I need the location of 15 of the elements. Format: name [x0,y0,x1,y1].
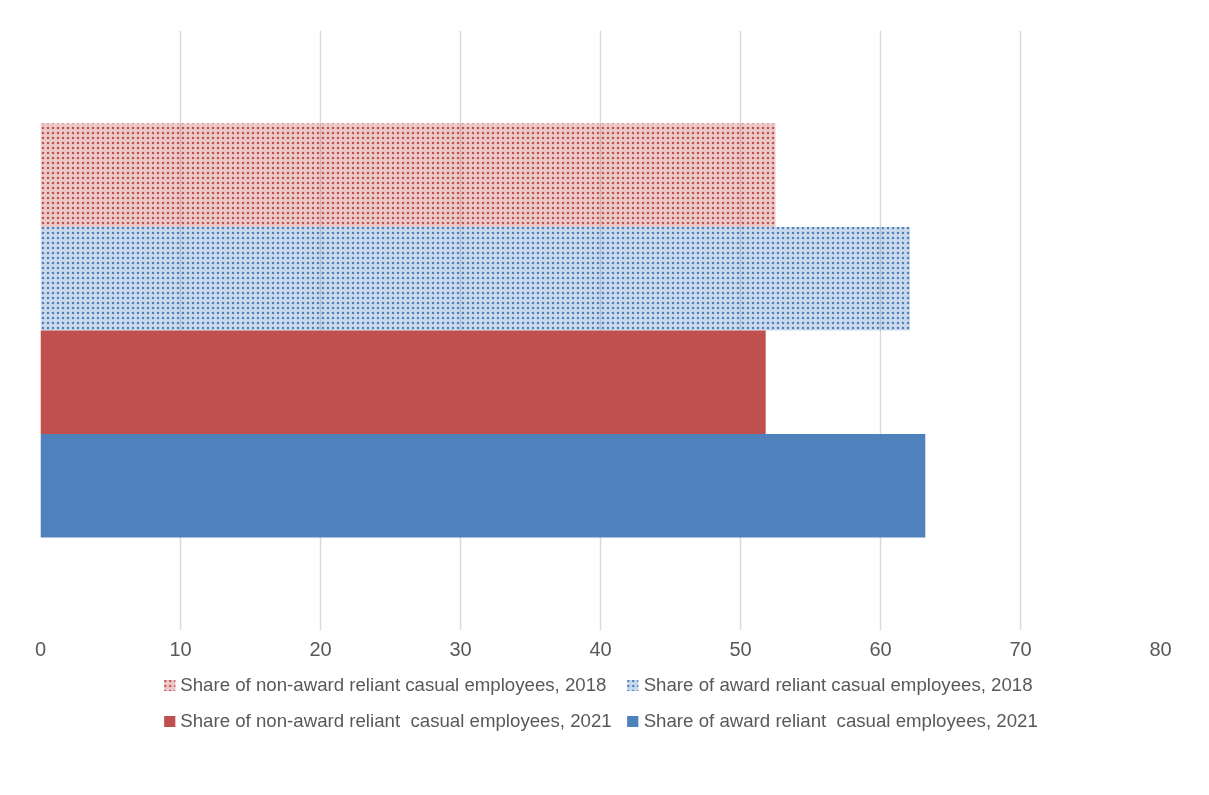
x-tick-label: 0 [34,637,47,660]
legend-label: Share of non-award reliant casual employees, 2021 [180,710,612,732]
bar [40,330,766,434]
legend-label: Share of award reliant casual employees, 2018 [643,674,1033,696]
legend-label: Share of non-award reliant casual employees, 2018 [180,674,607,696]
x-tick-label: 70 [1009,637,1032,660]
x-tick-label: 10 [169,637,192,660]
bar [40,433,926,538]
x-tick-label: 50 [729,637,752,660]
x-tick-label: 80 [1149,637,1172,660]
x-tick-label: 20 [309,637,332,660]
legend-label: Share of award reliant casual employees, 2021 [643,710,1038,732]
x-tick-label: 40 [589,637,612,660]
x-tick-label: 30 [449,637,472,660]
x-tick-label: 60 [869,637,892,660]
